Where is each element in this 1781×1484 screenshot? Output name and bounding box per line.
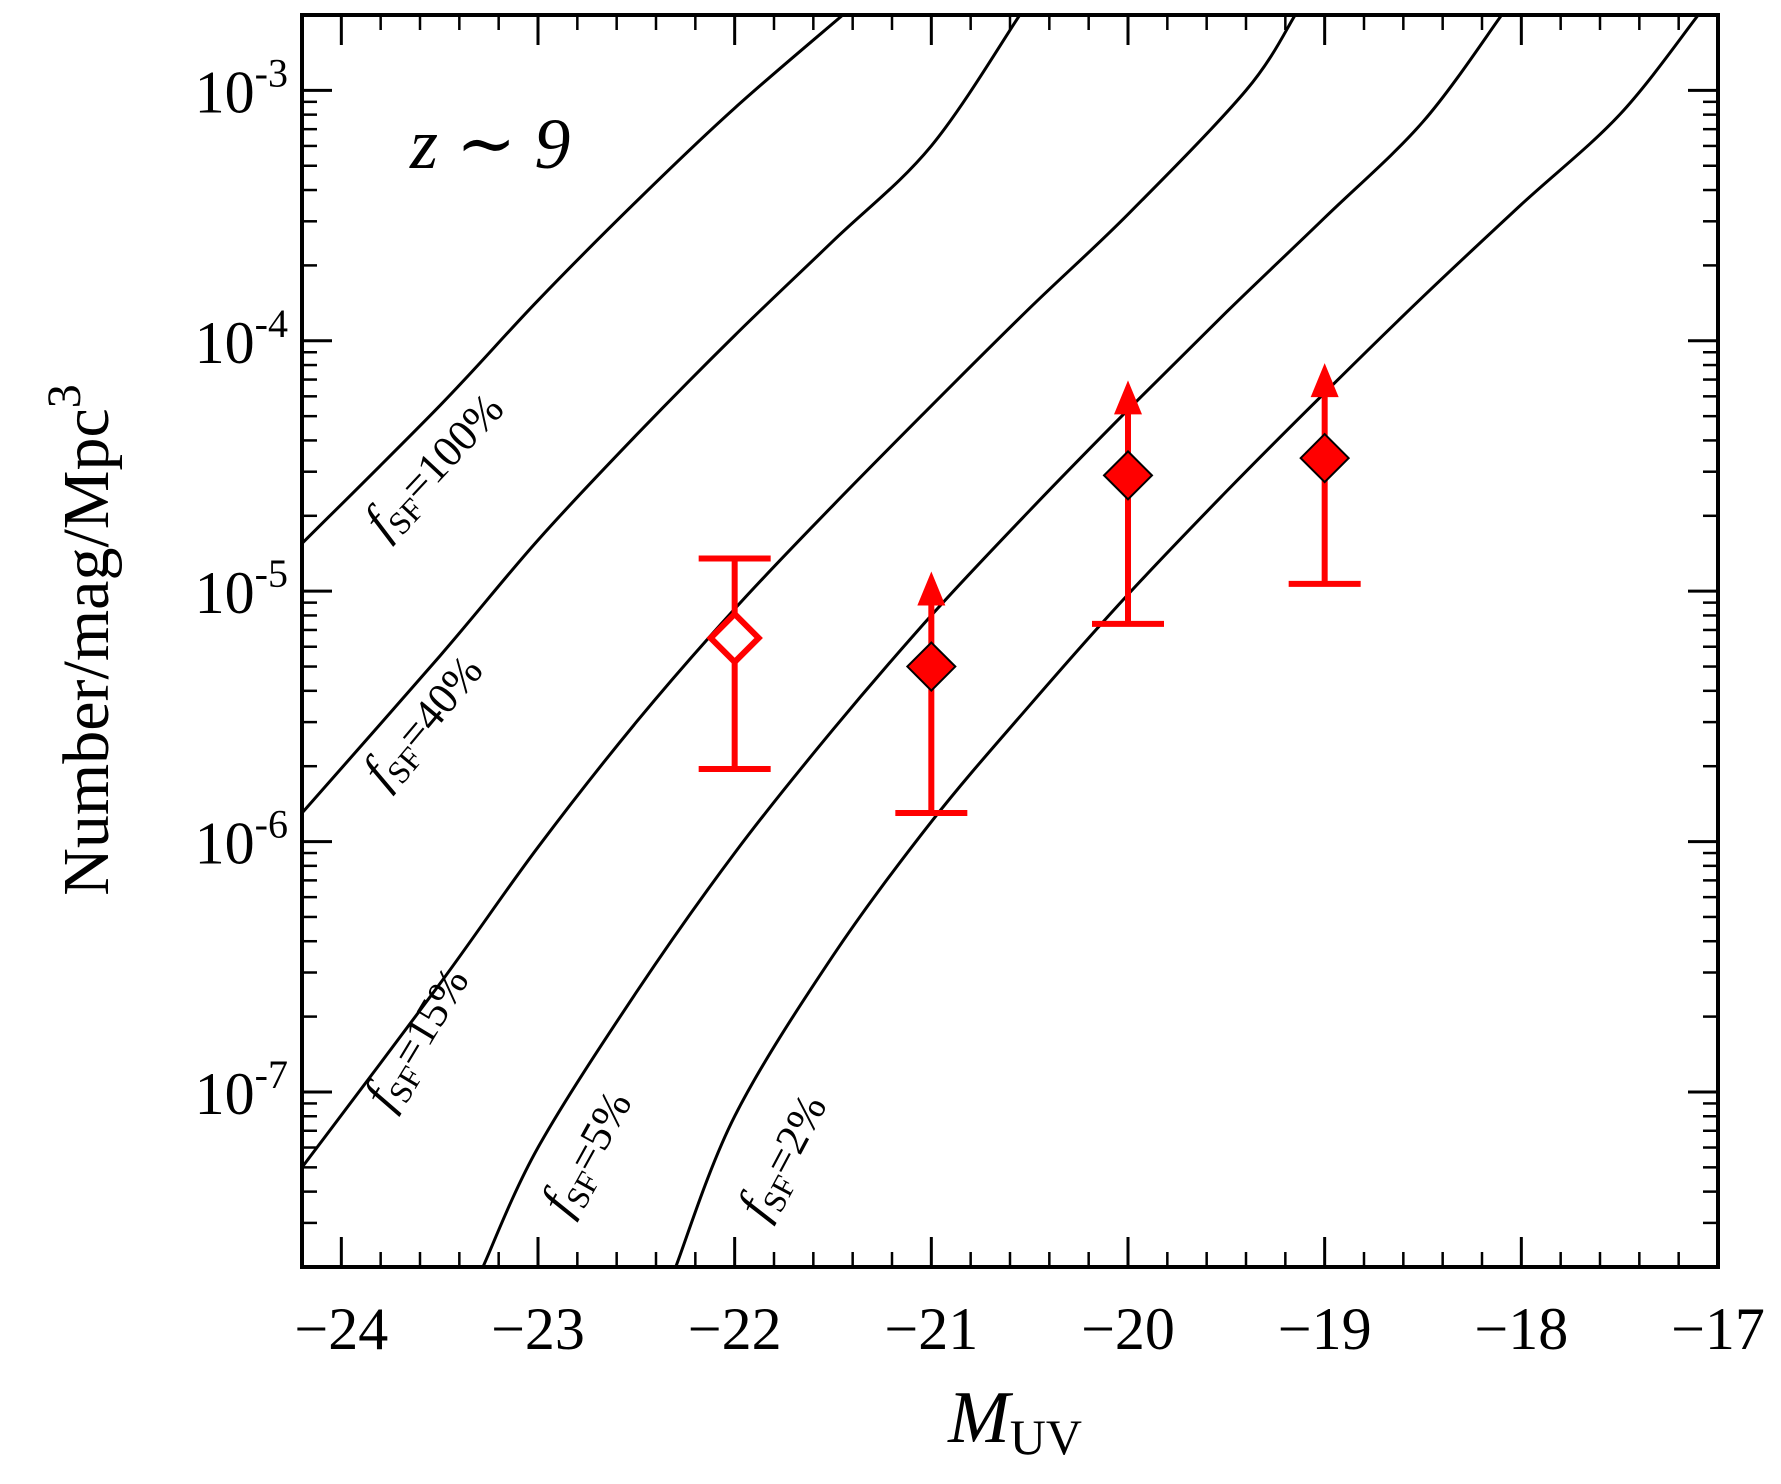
x-axis-label-sub: UV: [1010, 1409, 1082, 1465]
curve-label-value: =15%: [382, 959, 478, 1075]
redshift-annotation: z ∼ 9: [409, 104, 570, 184]
curve-labels: fSF=100% fSF=40% fSF=15% fSF=5% fSF=2%: [351, 380, 842, 1230]
x-axis-label: MUV: [947, 1377, 1082, 1465]
x-tick-label: −18: [1474, 1296, 1568, 1362]
curve-label-2: fSF=15%: [351, 956, 484, 1121]
y-tick-label-base: 10: [195, 560, 255, 626]
axis-ticks: [300, 13, 1720, 1269]
y-axis-label: Number/mag/Mpc3: [38, 384, 123, 896]
y-axis-label-sup: 3: [38, 384, 91, 408]
y-axis-label-main: Number/mag/Mpc: [50, 408, 123, 896]
y-tick-label: 10-5: [195, 551, 288, 626]
y-tick-label-base: 10: [195, 59, 255, 125]
data-point-2: [1092, 380, 1164, 627]
x-tick-label: −23: [491, 1296, 585, 1362]
y-tick-label-base: 10: [195, 310, 255, 376]
y-tick-labels: 10-710-610-510-410-3: [195, 50, 288, 1127]
curve-label-value: =100%: [390, 384, 513, 511]
x-tick-label: −19: [1278, 1296, 1372, 1362]
x-tick-label: −21: [884, 1296, 978, 1362]
x-tick-label: −17: [1671, 1296, 1765, 1362]
y-tick-label-exponent: -4: [255, 301, 288, 346]
data-point-1: [895, 571, 968, 817]
lower-limit-arrowhead: [1310, 363, 1339, 398]
x-tick-label: −24: [294, 1296, 388, 1362]
model-curve-3: [481, 15, 1503, 1267]
curve-label-0: fSF=100%: [352, 380, 518, 552]
curve-label-value: =5%: [558, 1083, 641, 1180]
y-tick-label-exponent: -5: [255, 551, 288, 596]
curve-label-value: =2%: [754, 1086, 836, 1183]
diamond-marker: [905, 641, 957, 692]
data-points: [698, 363, 1361, 817]
y-tick-label: 10-4: [195, 301, 288, 376]
curve-label-1: fSF=40%: [351, 642, 498, 801]
y-tick-label-exponent: -7: [255, 1052, 288, 1097]
y-tick-label: 10-7: [195, 1052, 288, 1127]
x-tick-label: −20: [1081, 1296, 1175, 1362]
model-curves: [302, 15, 1700, 1267]
diamond-marker: [1299, 432, 1351, 484]
x-axis-label-main: M: [947, 1377, 1014, 1459]
diamond-marker-open: [706, 609, 763, 667]
lower-limit-arrowhead: [917, 571, 946, 606]
y-tick-label: 10-6: [195, 802, 288, 877]
x-tick-labels: −24 −23 −22 −21 −20 −19 −18 −17: [294, 1296, 1765, 1362]
y-tick-label-exponent: -6: [255, 802, 288, 847]
y-tick-label-base: 10: [195, 1061, 255, 1127]
model-curve-0: [302, 15, 844, 545]
y-tick-label-exponent: -3: [255, 50, 288, 95]
plot-frame: [300, 13, 1720, 1269]
curve-label-3: fSF=5%: [529, 1080, 648, 1226]
data-point-3: [1288, 363, 1361, 587]
data-point-0: [698, 555, 771, 772]
y-tick-label-base: 10: [195, 811, 255, 877]
model-curve-1: [302, 15, 1022, 814]
model-curve-2: [302, 15, 1297, 1169]
lower-limit-arrowhead: [1114, 380, 1142, 415]
x-tick-label: −22: [688, 1296, 782, 1362]
diamond-marker: [1102, 449, 1154, 501]
model-curve-4: [674, 15, 1700, 1267]
y-tick-label: 10-3: [195, 50, 288, 125]
curve-label-4: fSF=2%: [725, 1083, 842, 1230]
